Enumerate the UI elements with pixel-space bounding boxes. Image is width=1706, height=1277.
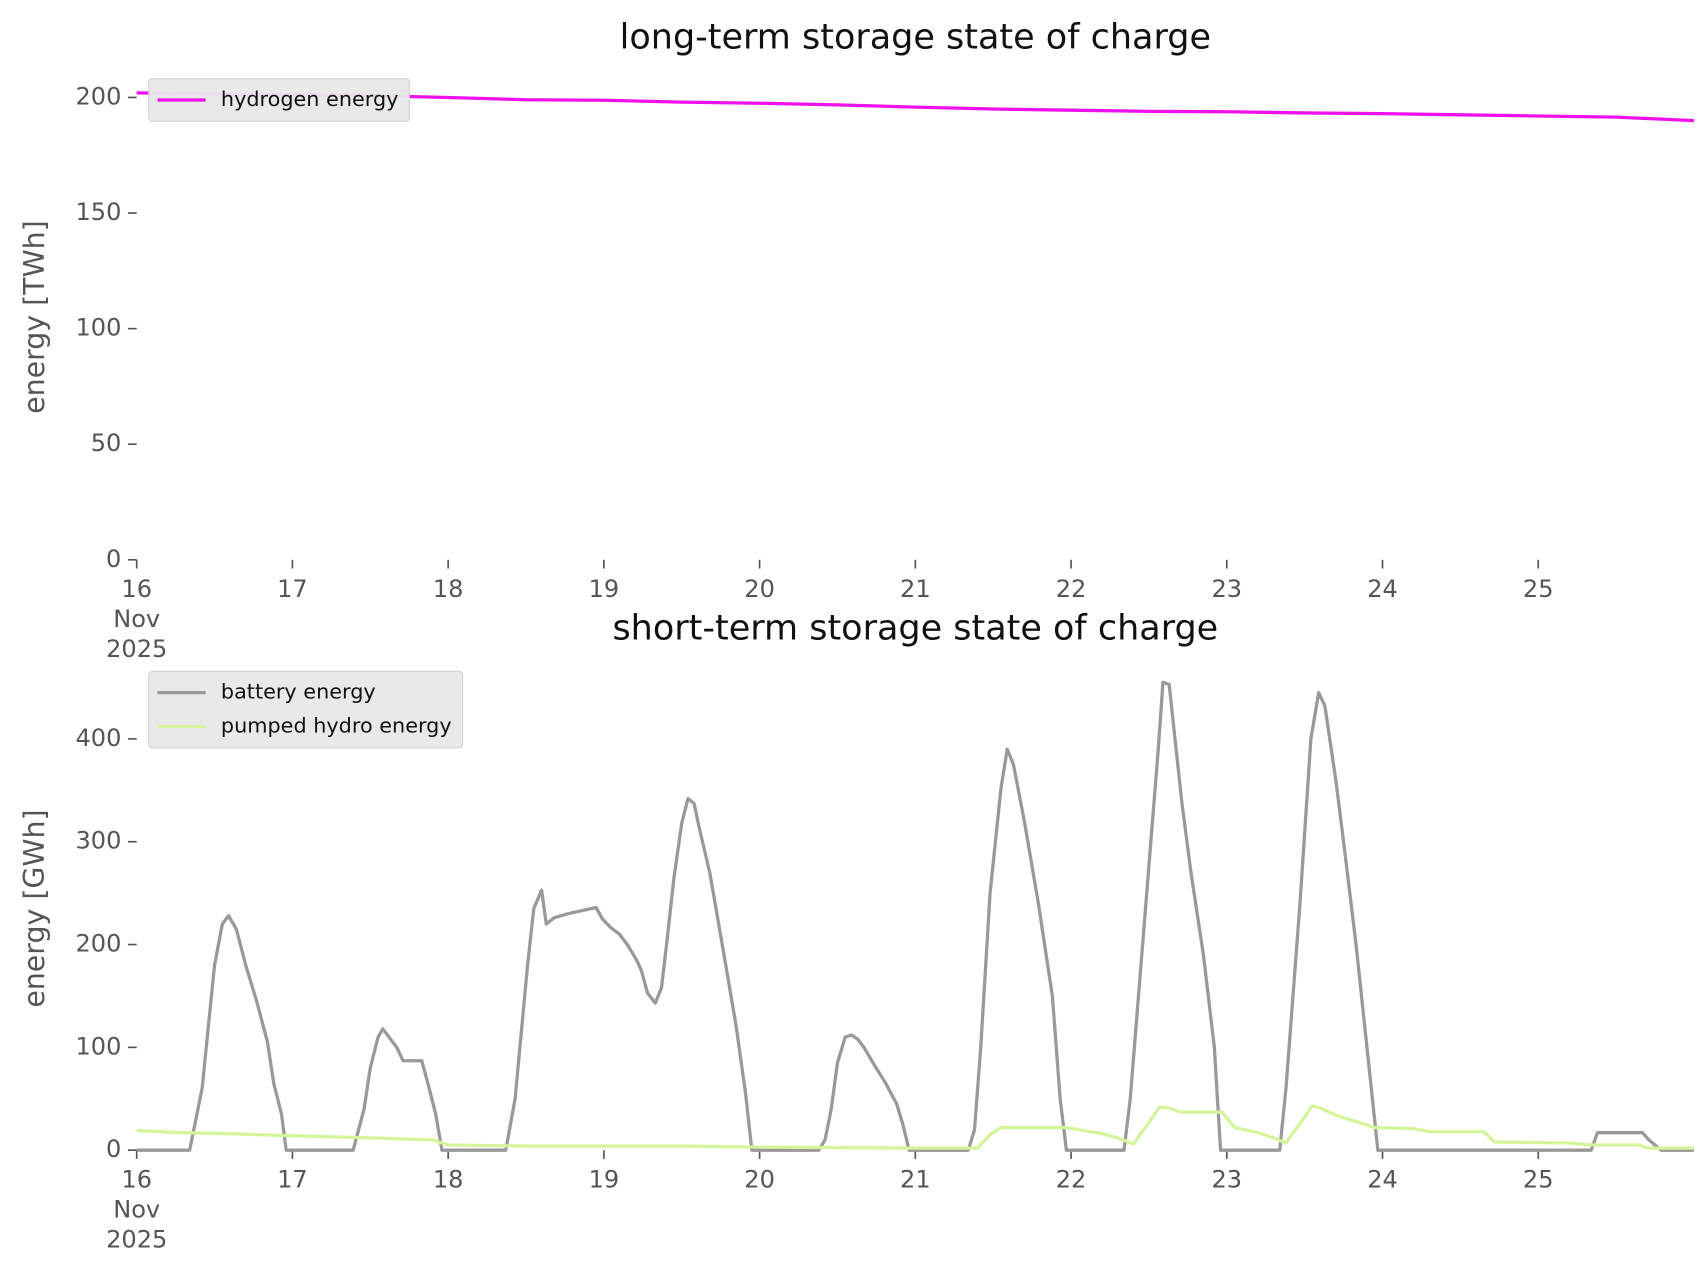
- y-axis-label: energy [GWh]: [18, 809, 51, 1007]
- x-tick-label: 19: [589, 1165, 620, 1193]
- y-tick-label: 200: [75, 930, 121, 958]
- x-tick-label: 17: [277, 575, 308, 603]
- x-tick-label: 16 Nov 2025: [106, 1165, 167, 1253]
- legend-label: battery energy: [221, 680, 376, 704]
- series-line: [136, 1104, 1694, 1150]
- y-tick-label: 100: [75, 314, 121, 342]
- y-tick-label: 300: [75, 827, 121, 855]
- x-tick-label: 23: [1211, 575, 1242, 603]
- x-tick-label: 24: [1367, 1165, 1398, 1193]
- x-tick-label: 18: [433, 575, 464, 603]
- chart-title: long-term storage state of charge: [620, 17, 1211, 57]
- x-tick-label: 25: [1523, 575, 1554, 603]
- x-tick-label: 16 Nov 2025: [106, 575, 167, 663]
- x-tick-label: 23: [1211, 1165, 1242, 1193]
- x-tick-label: 21: [900, 575, 931, 603]
- y-axis-label: energy [TWh]: [18, 220, 51, 414]
- y-tick-label: 400: [75, 724, 121, 752]
- y-tick-label: 150: [75, 198, 121, 226]
- y-tick-label: 0: [106, 545, 121, 573]
- legend-label: pumped hydro energy: [221, 714, 452, 738]
- legend-box: [148, 670, 464, 749]
- y-tick-label: 200: [75, 82, 121, 110]
- x-tick-label: 20: [744, 1165, 775, 1193]
- x-tick-label: 24: [1367, 575, 1398, 603]
- y-tick-label: 50: [91, 429, 122, 457]
- x-tick-label: 25: [1523, 1165, 1554, 1193]
- x-tick-label: 19: [589, 575, 620, 603]
- x-tick-label: 18: [433, 1165, 464, 1193]
- x-tick-label: 22: [1056, 575, 1087, 603]
- x-tick-label: 20: [744, 575, 775, 603]
- series-line: [136, 680, 1694, 1152]
- legend-box: [148, 78, 410, 122]
- y-tick-label: 100: [75, 1032, 121, 1060]
- x-tick-label: 17: [277, 1165, 308, 1193]
- x-tick-label: 22: [1056, 1165, 1087, 1193]
- chart-title: short-term storage state of charge: [612, 609, 1218, 649]
- y-tick-label: 0: [106, 1135, 121, 1163]
- x-tick-label: 21: [900, 1165, 931, 1193]
- legend-label: hydrogen energy: [221, 87, 399, 111]
